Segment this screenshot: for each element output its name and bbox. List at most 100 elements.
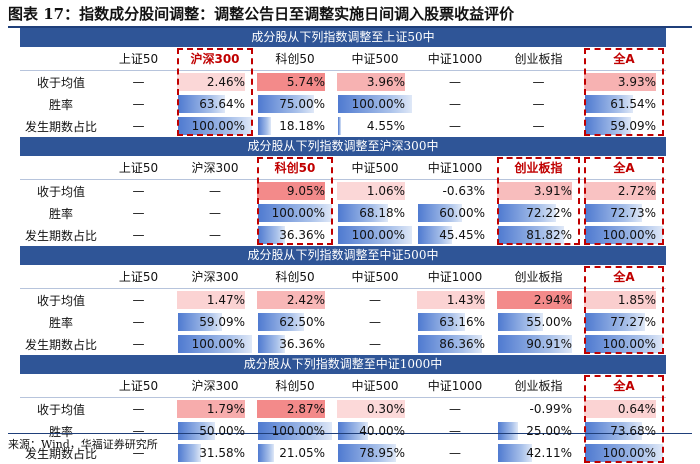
column-header: 沪深300 (191, 379, 239, 393)
column-header: 沪深300 (191, 270, 239, 284)
column-header: 中证1000 (427, 379, 483, 393)
value-text: 3.93% (617, 75, 656, 89)
value-text: 2.72% (617, 184, 656, 198)
value-cell: 90.91% (495, 333, 582, 355)
data-bar (258, 226, 285, 244)
value-text: 100.00% (602, 446, 656, 460)
value-text: 100.00% (602, 337, 656, 351)
column-header: 上证50 (118, 379, 159, 393)
column-header: 全A (613, 161, 635, 175)
value-text: 77.27% (610, 315, 656, 329)
value-cell: 1.47% (175, 289, 255, 311)
column-header: 中证500 (351, 161, 399, 175)
value-cell: 2.87% (255, 398, 335, 420)
row-label: 收于均值 (36, 402, 85, 417)
value-cell: — (102, 202, 175, 224)
value-cell: 86.36% (415, 333, 495, 355)
value-text: 3.91% (533, 184, 572, 198)
value-cell: 63.16% (415, 311, 495, 333)
value-text: 86.36% (439, 337, 485, 351)
value-cell: — (175, 180, 255, 202)
column-header-row: 上证50 沪深300 科创50 中证500 中证1000 创业板指 全A (20, 265, 666, 289)
row-label: 收于均值 (36, 75, 85, 90)
value-cell: — (175, 202, 255, 224)
value-cell: 3.96% (335, 71, 415, 93)
value-cell: 4.55% (335, 115, 415, 137)
data-bar (585, 422, 642, 440)
figure-title: 图表 17：指数成分股间调整：调整公告日至调整实施日间调入股票收益评价 (8, 5, 515, 23)
corner-cell (20, 265, 102, 288)
value-text: 59.09% (199, 315, 245, 329)
value-cell: — (102, 311, 175, 333)
value-text: 100.00% (351, 228, 405, 242)
section-title: 成分股从下列指数调整至中证500中 (20, 246, 666, 265)
value-text: — (532, 97, 545, 111)
row-label: 胜率 (48, 424, 73, 439)
value-text: 50.00% (199, 424, 245, 438)
value-cell: — (175, 224, 255, 246)
value-text: — (132, 206, 145, 220)
row-label: 发生期数占比 (24, 337, 97, 352)
data-bar (178, 422, 215, 440)
table-row: 发生期数占比 — 100.00% 18.18% 4.55% — — 59.09% (20, 115, 666, 137)
data-bar (585, 313, 645, 331)
value-text: 2.94% (533, 293, 572, 307)
value-cell: 60.00% (415, 202, 495, 224)
value-text: 1.06% (366, 184, 405, 198)
value-cell: 62.50% (255, 311, 335, 333)
value-text: 72.73% (610, 206, 656, 220)
value-cell: 59.09% (582, 115, 666, 137)
value-cell: 100.00% (255, 202, 335, 224)
row-label: 收于均值 (36, 293, 85, 308)
value-cell: — (102, 224, 175, 246)
column-header: 中证500 (351, 52, 399, 66)
corner-cell (20, 47, 102, 70)
value-cell: 100.00% (582, 442, 666, 464)
section-body: 上证50 沪深300 科创50 中证500 中证1000 创业板指 全A 收于均值 — 2.46%… (20, 47, 666, 137)
value-cell: 81.82% (495, 224, 582, 246)
value-text: 40.00% (359, 424, 405, 438)
value-text: 1.85% (617, 293, 656, 307)
section-body: 上证50 沪深300 科创50 中证500 中证1000 创业板指 全A 收于均值 — — 9.05… (20, 156, 666, 246)
value-cell: 1.06% (335, 180, 415, 202)
value-cell: — (335, 289, 415, 311)
value-cell: — (102, 115, 175, 137)
section-title: 成分股从下列指数调整至沪深300中 (20, 137, 666, 156)
value-text: — (449, 446, 461, 460)
value-text: 90.91% (526, 337, 572, 351)
value-cell: 1.85% (582, 289, 666, 311)
data-bar (258, 422, 332, 440)
value-cell: — (415, 442, 495, 464)
value-cell: 55.00% (495, 311, 582, 333)
data-bar (585, 335, 663, 353)
column-header-row: 上证50 沪深300 科创50 中证500 中证1000 创业板指 全A (20, 47, 666, 71)
data-bar (498, 335, 572, 353)
value-cell: 63.64% (175, 93, 255, 115)
data-bar (418, 313, 465, 331)
value-cell: 100.00% (582, 333, 666, 355)
data-bar (498, 204, 556, 222)
value-text: — (132, 402, 145, 416)
value-cell: 72.73% (582, 202, 666, 224)
column-header: 创业板指 (514, 161, 563, 175)
value-cell: — (335, 311, 415, 333)
value-text: 68.18% (359, 206, 405, 220)
value-text: 63.64% (199, 97, 245, 111)
value-text: 100.00% (271, 206, 325, 220)
value-text: 1.79% (206, 402, 245, 416)
value-cell: 2.94% (495, 289, 582, 311)
table-row: 收于均值 — 1.79% 2.87% 0.30% — -0.99% 0.64% (20, 398, 666, 420)
value-text: 63.16% (439, 315, 485, 329)
column-header: 全A (613, 270, 635, 284)
column-header: 科创50 (274, 161, 316, 175)
data-bar (178, 335, 252, 353)
table-row: 胜率 — 59.09% 62.50% — 63.16% 55.00% 77.27% (20, 311, 666, 333)
value-text: 73.68% (610, 424, 656, 438)
value-text: — (132, 119, 145, 133)
value-text: — (132, 315, 145, 329)
value-cell: 50.00% (175, 420, 255, 442)
data-bar (338, 117, 341, 135)
column-header: 科创50 (275, 52, 315, 66)
value-cell: -0.99% (495, 398, 582, 420)
value-cell: — (495, 93, 582, 115)
